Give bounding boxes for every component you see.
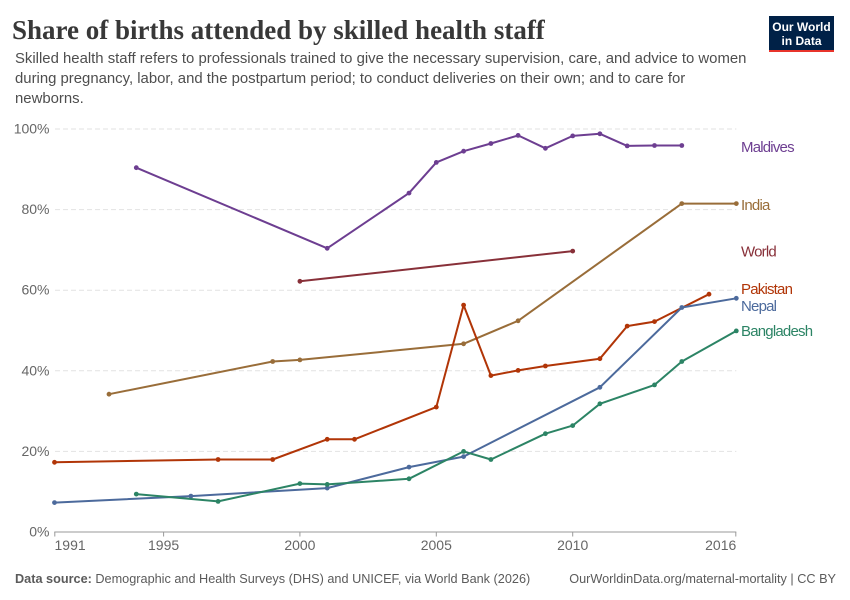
svg-text:India: India	[741, 197, 771, 214]
svg-text:2005: 2005	[421, 537, 452, 553]
svg-text:Pakistan: Pakistan	[741, 281, 793, 298]
svg-text:2016: 2016	[705, 537, 736, 553]
svg-text:2000: 2000	[284, 537, 315, 553]
svg-text:World: World	[741, 243, 776, 260]
svg-text:40%: 40%	[21, 362, 49, 378]
svg-text:1995: 1995	[148, 537, 179, 553]
svg-text:1991: 1991	[55, 537, 86, 553]
svg-text:60%: 60%	[21, 282, 49, 298]
svg-text:Maldives: Maldives	[741, 139, 794, 156]
svg-text:80%: 80%	[21, 201, 49, 217]
svg-text:2010: 2010	[557, 537, 588, 553]
svg-text:100%: 100%	[14, 121, 50, 137]
svg-text:20%: 20%	[21, 443, 49, 459]
svg-text:0%: 0%	[29, 524, 49, 540]
svg-text:Nepal: Nepal	[741, 298, 777, 315]
svg-text:Bangladesh: Bangladesh	[741, 323, 813, 340]
